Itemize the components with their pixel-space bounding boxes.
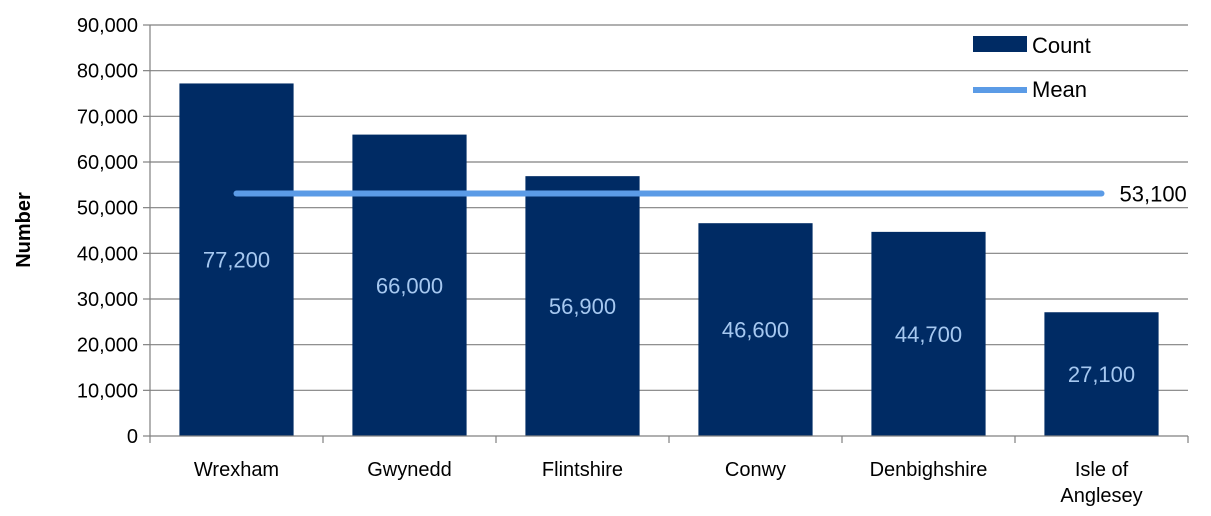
y-tick-label: 30,000 — [77, 289, 138, 311]
y-tick-label: 0 — [127, 426, 138, 448]
mean-line-group: 53,100 — [233, 182, 1187, 207]
mean-value-label: 53,100 — [1120, 182, 1187, 207]
bar — [525, 176, 640, 436]
bar — [698, 223, 813, 436]
bar — [352, 134, 467, 436]
category-label: Flintshire — [542, 459, 623, 481]
category-label: Conwy — [725, 459, 786, 481]
bar-value-labels: 77,200 66,000 56,900 46,600 44,700 27,100 — [203, 248, 1135, 387]
category-label: Wrexham — [194, 459, 279, 481]
bar-value-label: 56,900 — [549, 294, 616, 319]
y-tick-label: 70,000 — [77, 106, 138, 128]
y-tick-label: 80,000 — [77, 61, 138, 83]
legend-count-swatch — [973, 36, 1027, 52]
category-label: Anglesey — [1060, 485, 1142, 507]
category-label: Gwynedd — [367, 459, 452, 481]
category-label: Denbighshire — [870, 459, 988, 481]
legend-mean-label: Mean — [1032, 77, 1087, 102]
bar-value-label: 44,700 — [895, 322, 962, 347]
y-axis-label: Number — [13, 192, 35, 268]
bar-value-label: 66,000 — [376, 273, 443, 298]
category-label: Isle of — [1075, 459, 1129, 481]
y-tick-label: 50,000 — [77, 198, 138, 220]
bar — [871, 231, 986, 436]
bar — [1044, 312, 1159, 436]
x-category-labels: Wrexham Gwynedd Flintshire Conwy Denbighshir… — [194, 459, 1143, 507]
y-tick-label: 40,000 — [77, 243, 138, 265]
gridlines — [150, 24, 1188, 391]
legend-count-label: Count — [1032, 33, 1091, 58]
y-tick-label: 20,000 — [77, 335, 138, 357]
bars — [179, 83, 1159, 436]
bar — [179, 83, 294, 436]
bar-value-label: 77,200 — [203, 248, 270, 273]
y-tick-label: 60,000 — [77, 152, 138, 174]
y-tick-label: 10,000 — [77, 380, 138, 402]
bar-value-label: 27,100 — [1068, 362, 1135, 387]
axes — [143, 24, 1189, 443]
y-tick-labels: 0 10,000 20,000 30,000 40,000 50,000 60,000 70,… — [77, 15, 138, 448]
legend: Count Mean — [973, 33, 1091, 102]
y-tick-label: 90,000 — [77, 15, 138, 37]
bar-value-label: 46,600 — [722, 318, 789, 343]
